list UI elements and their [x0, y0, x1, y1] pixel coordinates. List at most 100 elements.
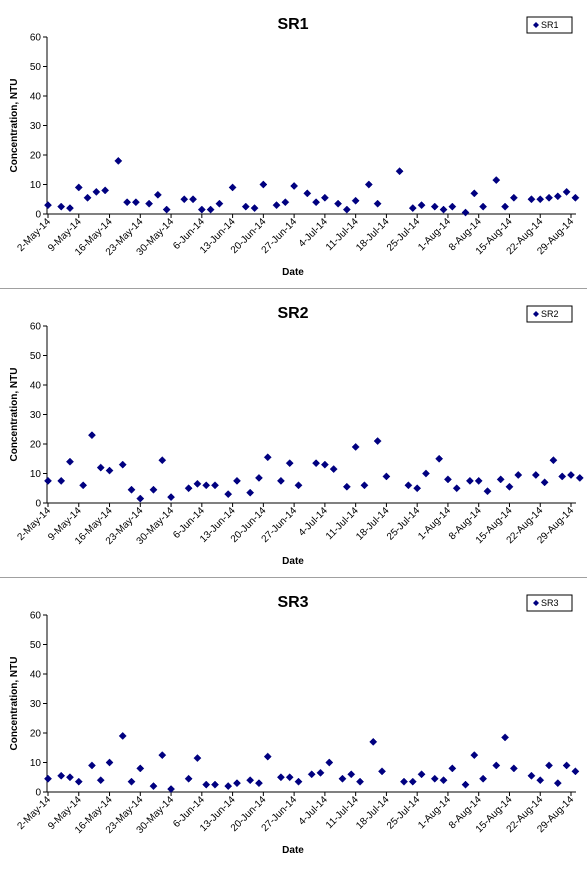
- data-point: [145, 199, 154, 208]
- data-point: [527, 195, 536, 204]
- data-point: [540, 478, 549, 487]
- data-point: [382, 472, 391, 481]
- data-point: [246, 776, 255, 785]
- data-point: [479, 202, 488, 211]
- y-tick-label: 50: [30, 62, 42, 73]
- y-tick-label: 60: [30, 611, 42, 622]
- data-point: [255, 473, 263, 482]
- data-point: [329, 465, 338, 474]
- data-point: [342, 205, 351, 214]
- y-tick-label: 20: [30, 729, 42, 740]
- data-point: [320, 193, 329, 202]
- data-point: [83, 193, 92, 202]
- data-point: [180, 195, 189, 204]
- data-point: [369, 737, 378, 746]
- data-point: [263, 752, 272, 761]
- y-tick-label: 30: [30, 121, 42, 132]
- data-point: [492, 761, 501, 770]
- y-axis-title: Concentration, NTU: [9, 368, 20, 462]
- data-point: [465, 476, 474, 485]
- data-point: [347, 770, 356, 779]
- data-point: [501, 733, 510, 742]
- data-point: [307, 770, 316, 779]
- legend: SR1: [526, 16, 573, 34]
- data-point: [158, 751, 167, 760]
- chart-svg-sr1: SR101020304050602-May-149-May-1416-May-1…: [9, 16, 580, 278]
- data-point: [474, 476, 483, 485]
- data-point: [571, 193, 580, 202]
- data-point: [461, 208, 470, 217]
- data-point: [211, 780, 219, 789]
- data-point: [360, 481, 369, 490]
- data-point: [79, 481, 88, 490]
- data-point: [430, 774, 439, 783]
- y-tick-label: 10: [30, 758, 42, 769]
- y-tick-label: 60: [30, 33, 42, 44]
- y-tick-label: 40: [30, 670, 42, 681]
- data-point: [276, 476, 285, 485]
- data-point: [461, 780, 470, 789]
- data-point: [215, 199, 224, 208]
- data-point: [294, 777, 303, 786]
- data-point: [127, 485, 136, 494]
- y-axis-title: Concentration, NTU: [9, 79, 20, 173]
- data-point: [74, 183, 83, 192]
- data-point: [408, 777, 417, 786]
- data-point: [395, 167, 404, 176]
- chart-panel-sr3: SR3 0 10 20 30 40 50 60 2-May-14 9-May-14 16-May-1…: [0, 578, 587, 869]
- data-point: [496, 475, 505, 484]
- data-point: [378, 767, 386, 776]
- data-point: [501, 202, 510, 211]
- data-point: [118, 731, 127, 740]
- y-tick-label: 50: [30, 640, 42, 651]
- data-point: [294, 481, 303, 490]
- data-point: [158, 456, 167, 465]
- data-point: [105, 758, 114, 767]
- data-point: [338, 774, 347, 783]
- y-tick-label: 30: [30, 699, 42, 710]
- data-point: [202, 481, 211, 490]
- data-point: [66, 773, 74, 782]
- chart-title: SR3: [277, 594, 308, 611]
- x-tick-label: 25-Jul-14: [385, 216, 423, 254]
- data-point: [189, 195, 197, 204]
- chart-svg-sr2: SR201020304050602-May-149-May-1416-May-1…: [9, 305, 584, 567]
- data-point: [439, 776, 448, 785]
- data-point: [443, 475, 452, 484]
- chart-panel-sr1: SR1 0 10 20 30 40 50 60 2-May-14 9-May-14 16-May-1…: [0, 0, 587, 288]
- data-point: [206, 205, 215, 214]
- data-point: [74, 777, 83, 786]
- y-tick-label: 20: [30, 440, 42, 451]
- data-point: [211, 481, 219, 490]
- data-point: [246, 488, 255, 497]
- data-point: [96, 463, 105, 472]
- legend: SR2: [526, 305, 573, 323]
- data-point: [479, 774, 488, 783]
- data-point: [435, 454, 444, 463]
- data-point: [470, 189, 479, 198]
- data-point: [184, 774, 193, 783]
- legend-box: [526, 594, 573, 612]
- data-point: [285, 773, 294, 782]
- data-point: [224, 490, 233, 499]
- legend-label: SR3: [541, 598, 559, 608]
- data-point: [413, 484, 422, 493]
- chart-title: SR1: [277, 16, 308, 33]
- data-point: [470, 751, 479, 760]
- data-point: [281, 198, 290, 207]
- data-point: [527, 771, 536, 780]
- data-point: [408, 204, 417, 213]
- chart-panel-sr2: SR2 0 10 20 30 40 50 60 2-May-14 9-May-14 16-May-1…: [0, 289, 587, 577]
- data-point: [57, 202, 66, 211]
- data-point: [57, 771, 66, 780]
- y-tick-label: 40: [30, 92, 42, 103]
- data-point: [417, 770, 426, 779]
- data-point: [250, 204, 259, 213]
- x-axis-title: Date: [282, 845, 304, 856]
- data-point: [562, 187, 571, 196]
- data-point: [44, 476, 52, 485]
- data-point: [101, 186, 110, 195]
- legend-box: [526, 305, 573, 323]
- data-point: [202, 780, 211, 789]
- data-point: [558, 472, 567, 481]
